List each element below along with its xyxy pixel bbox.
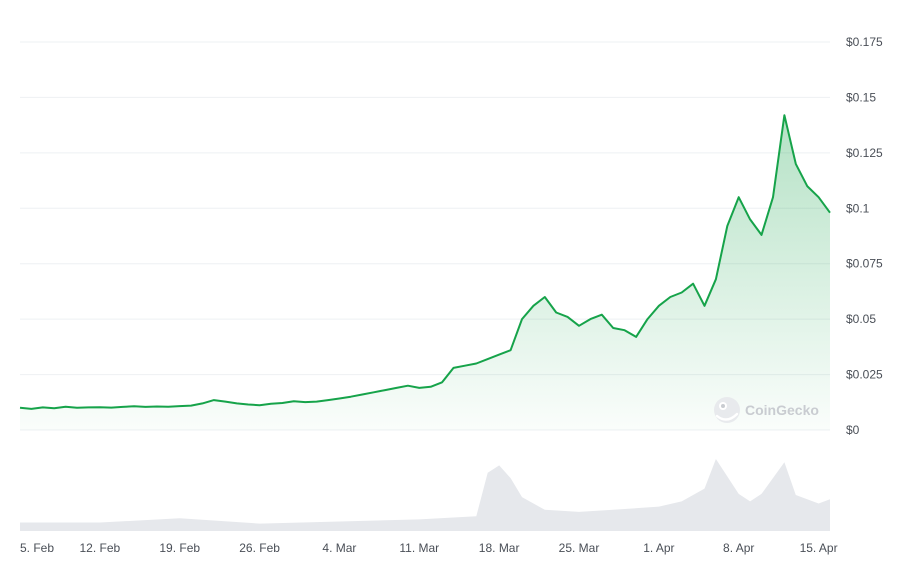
volume-panel <box>20 459 830 531</box>
x-tick-label: 8. Apr <box>723 541 754 555</box>
y-tick-label: $0.15 <box>846 90 876 104</box>
y-tick-label: $0.025 <box>846 368 883 382</box>
volume-area <box>20 459 830 531</box>
x-tick-label: 12. Feb <box>80 541 121 555</box>
y-axis: $0 $0.025 $0.05 $0.075 $0.1 $0.125 $0.15 $0.175 <box>846 35 883 437</box>
y-tick-label: $0.1 <box>846 201 870 215</box>
y-tick-label: $0.125 <box>846 146 883 160</box>
x-tick-label: 18. Mar <box>479 541 520 555</box>
x-tick-label: 25. Mar <box>559 541 600 555</box>
x-tick-label: 19. Feb <box>159 541 200 555</box>
coingecko-logo-icon <box>714 397 740 423</box>
x-tick-label: 15. Apr <box>800 541 838 555</box>
price-series <box>19 114 831 430</box>
y-tick-label: $0.05 <box>846 312 876 326</box>
x-tick-label: 5. Feb <box>20 541 54 555</box>
grid <box>20 41 830 431</box>
coingecko-watermark: CoinGecko <box>714 397 819 423</box>
x-tick-label: 1. Apr <box>643 541 674 555</box>
price-area <box>20 115 830 430</box>
price-line <box>19 114 831 410</box>
watermark-label: CoinGecko <box>745 402 819 418</box>
y-tick-label: $0.175 <box>846 35 883 49</box>
x-tick-label: 11. Mar <box>399 541 439 555</box>
x-tick-label: 4. Mar <box>322 541 356 555</box>
x-tick-label: 26. Feb <box>239 541 280 555</box>
x-axis: 5. Feb 12. Feb 19. Feb 26. Feb 4. Mar 11. Mar… <box>20 541 838 555</box>
y-tick-label: $0.075 <box>846 257 883 271</box>
y-tick-label: $0 <box>846 423 860 437</box>
